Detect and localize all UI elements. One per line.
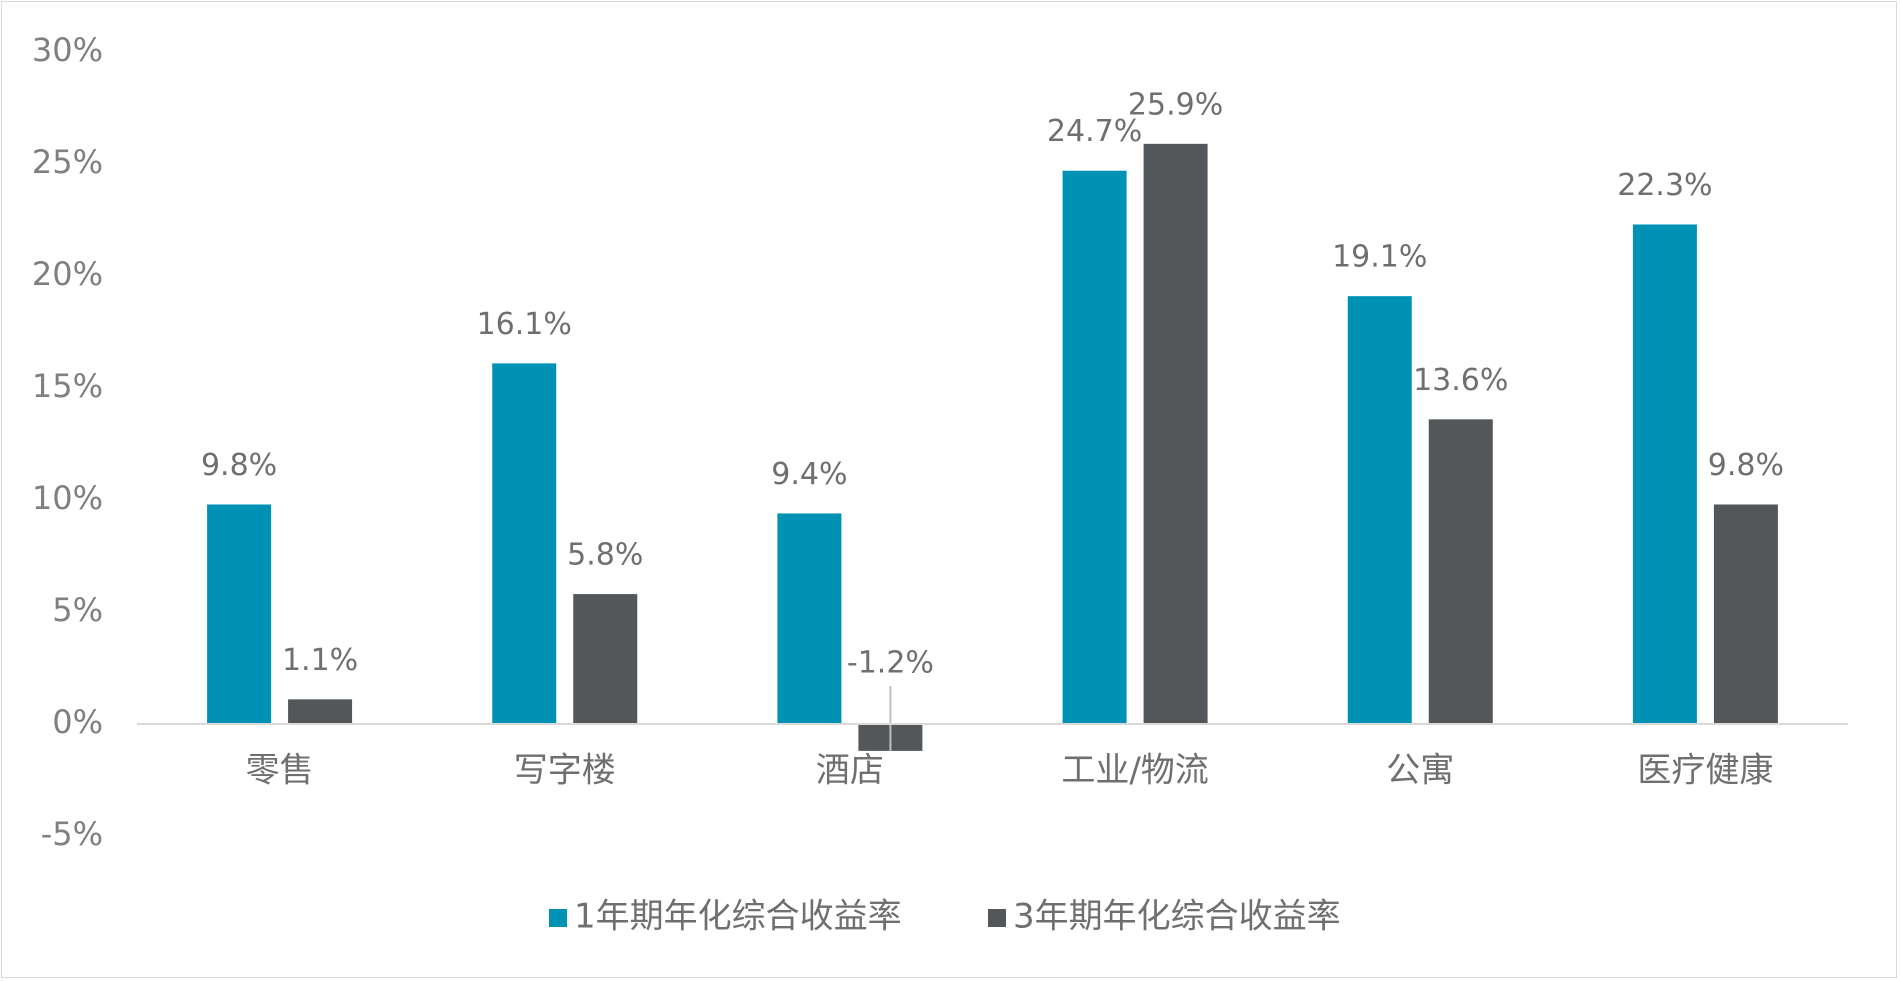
- y-axis-ticks: 30% 25% 20% 15% 10% 5% 0% -5%: [32, 31, 103, 853]
- y-tick-label: 25%: [32, 143, 103, 181]
- data-labels: 9.8% 1.1% 16.1% 5.8% 9.4% -1.2% 24.7%25.9% 19.1…: [201, 87, 1784, 751]
- data-label: 9.8%: [1708, 448, 1784, 483]
- data-label: 22.3%: [1617, 168, 1712, 203]
- bar-series-2: [1428, 419, 1493, 724]
- data-label: -1.2%: [847, 646, 934, 681]
- data-label: 13.6%: [1413, 363, 1508, 398]
- data-label: 9.8%: [201, 448, 277, 483]
- bar-series-1: [1062, 170, 1127, 725]
- bar-series-1: [492, 363, 557, 724]
- y-tick-label: 5%: [52, 591, 103, 629]
- data-label: 24.7%: [1047, 114, 1142, 149]
- legend: 1年期年化综合收益率 3年期年化综合收益率: [549, 897, 1341, 937]
- legend-swatch: [988, 909, 1006, 927]
- bar-series-2: [288, 699, 353, 724]
- data-label: 1.1%: [282, 643, 358, 678]
- legend-label: 3年期年化综合收益率: [1013, 897, 1341, 937]
- data-label: 25.9%: [1128, 87, 1223, 122]
- category-labels: 零售 写字楼 酒店 工业/物流 公寓 医疗健康: [246, 751, 1774, 791]
- bar-series-2: [573, 594, 638, 724]
- bar-series-1: [207, 504, 272, 724]
- bar-series-1: [1632, 224, 1697, 725]
- bar-series-2: [1143, 143, 1208, 725]
- y-tick-label: -5%: [41, 815, 103, 853]
- category-label: 医疗健康: [1637, 751, 1773, 791]
- category-label: 写字楼: [514, 751, 616, 791]
- data-label: 5.8%: [567, 538, 643, 573]
- bar-series-1: [777, 513, 842, 724]
- category-label: 工业/物流: [1061, 751, 1208, 791]
- bar-series-2: [1713, 504, 1778, 724]
- data-label: 9.4%: [771, 457, 847, 492]
- category-label: 零售: [246, 751, 314, 791]
- y-tick-label: 15%: [32, 367, 103, 405]
- legend-swatch: [549, 909, 567, 927]
- legend-label: 1年期年化综合收益率: [574, 897, 902, 937]
- y-tick-label: 20%: [32, 255, 103, 293]
- y-tick-label: 0%: [52, 703, 103, 741]
- y-tick-label: 30%: [32, 31, 103, 69]
- category-label: 公寓: [1386, 751, 1454, 791]
- bars: [207, 143, 1778, 751]
- y-tick-label: 10%: [32, 479, 103, 517]
- category-label: 酒店: [816, 751, 884, 791]
- data-label: 16.1%: [477, 307, 572, 342]
- data-label: 19.1%: [1332, 240, 1427, 275]
- bar-series-1: [1347, 296, 1412, 724]
